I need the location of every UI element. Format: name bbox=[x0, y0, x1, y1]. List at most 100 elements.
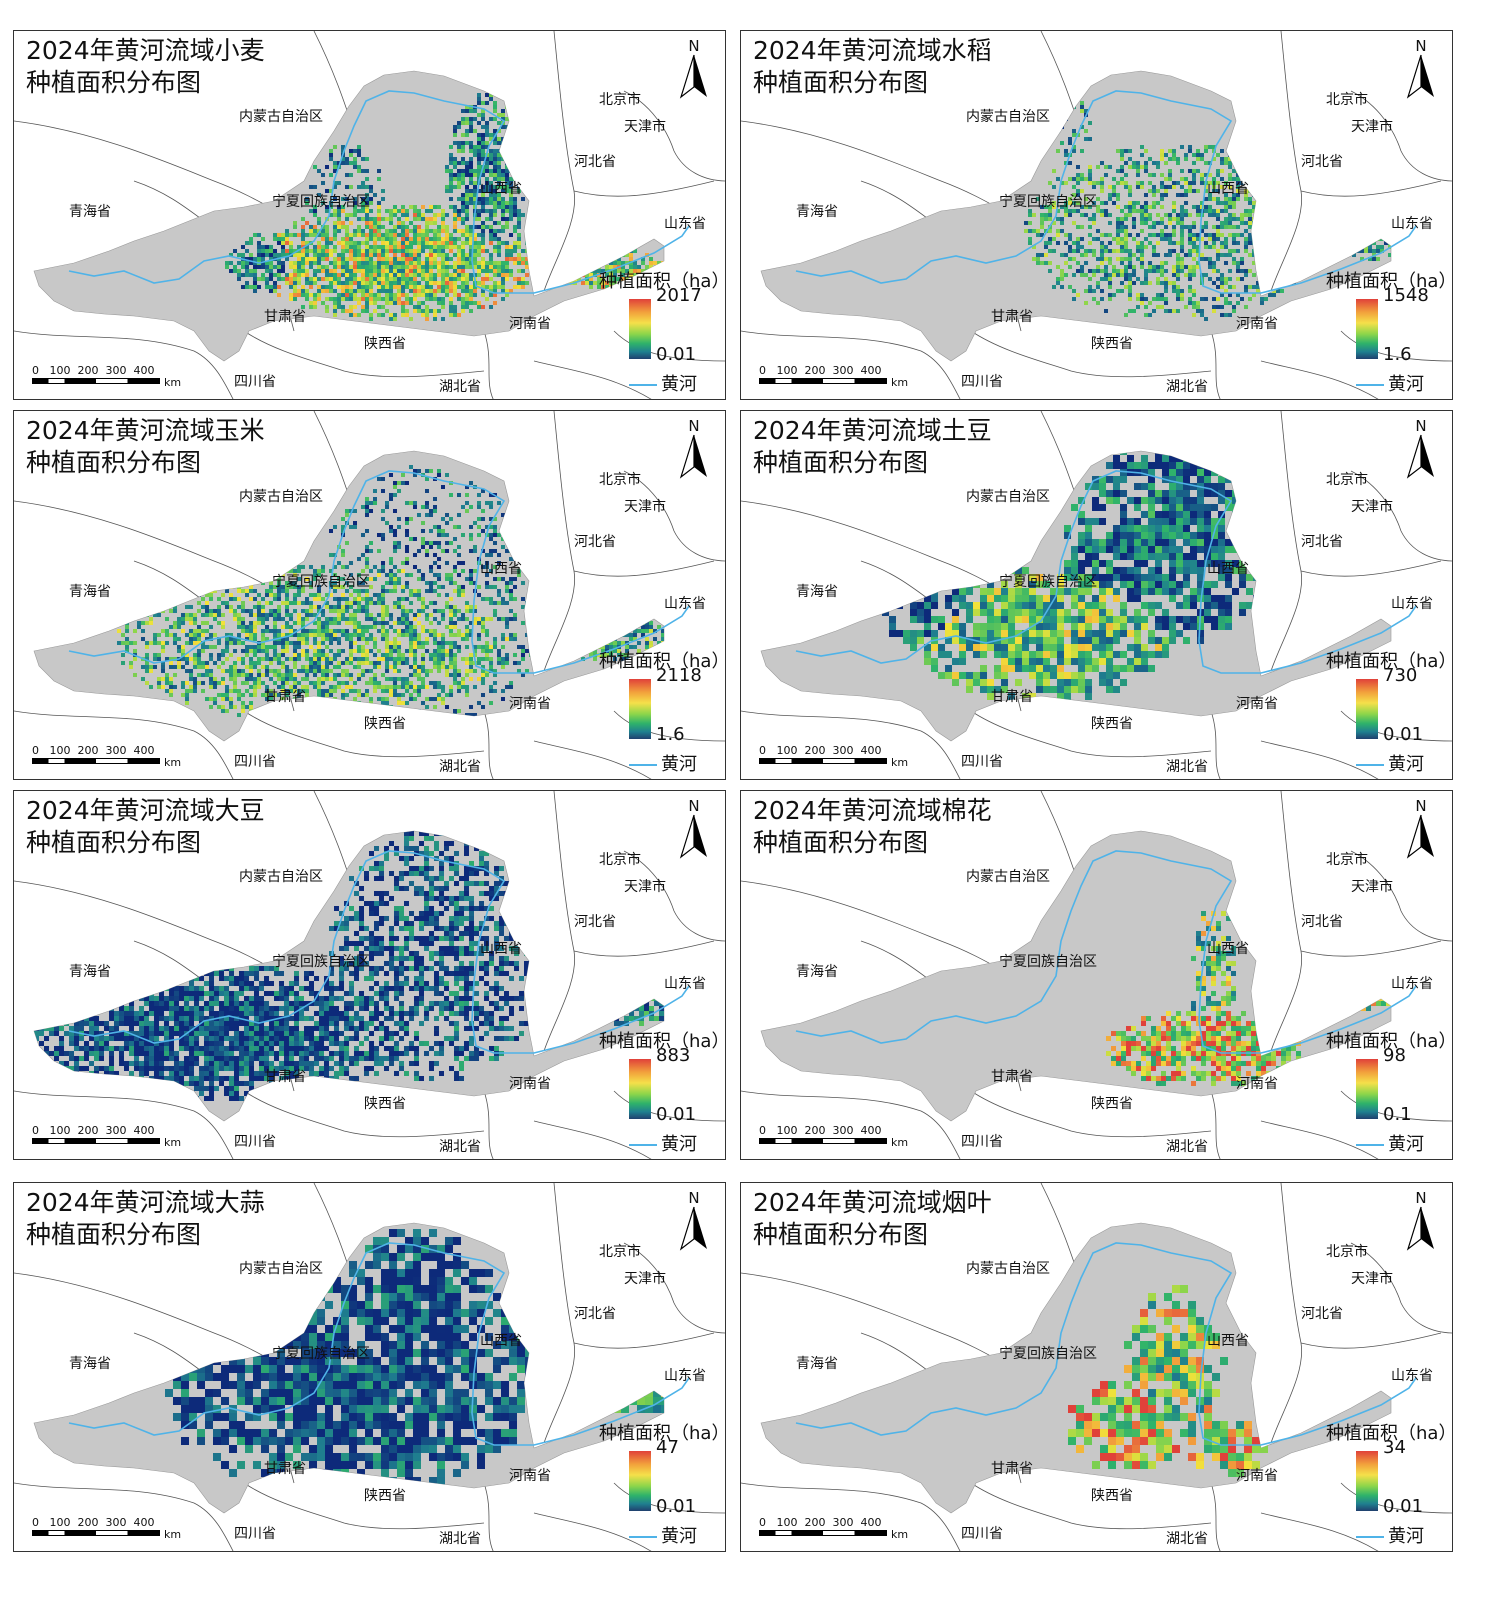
province-label-hubei: 湖北省 bbox=[1166, 1531, 1208, 1547]
province-label-hubei: 湖北省 bbox=[439, 759, 481, 775]
province-label-beijing: 北京市 bbox=[599, 92, 641, 108]
scale-ticks: 0 100 200 300 400 bbox=[32, 744, 155, 757]
legend-max-value: 730 bbox=[1383, 665, 1418, 686]
province-label-ningxia: 宁夏回族自治区 bbox=[272, 1346, 370, 1362]
province-label-inner-mongolia: 内蒙古自治区 bbox=[239, 1261, 323, 1277]
map-title: 2024年黄河流域小麦 种植面积分布图 bbox=[26, 35, 265, 99]
province-boundary bbox=[1260, 740, 1379, 779]
legend-river-label: 黄河 bbox=[1388, 754, 1424, 775]
yellow-river-line bbox=[795, 470, 1417, 674]
north-letter: N bbox=[688, 1189, 700, 1207]
province-label-sichuan: 四川省 bbox=[234, 374, 276, 390]
river-line-icon bbox=[629, 764, 657, 766]
map-title-line1: 2024年黄河流域大蒜 bbox=[26, 1188, 265, 1217]
province-label-gansu: 甘肃省 bbox=[264, 1069, 306, 1085]
map-title-line1: 2024年黄河流域小麦 bbox=[26, 36, 265, 65]
legend-min-value: 0.01 bbox=[656, 1496, 697, 1517]
province-boundary bbox=[533, 360, 652, 399]
legend-color-ramp bbox=[1356, 1451, 1378, 1511]
province-boundary bbox=[613, 330, 725, 362]
province-label-gansu: 甘肃省 bbox=[991, 689, 1033, 705]
river-line-icon bbox=[1356, 384, 1384, 386]
map-title: 2024年黄河流域大蒜 种植面积分布图 bbox=[26, 1187, 265, 1251]
legend-river-entry: 黄河 bbox=[629, 370, 697, 396]
province-label-hebei: 河北省 bbox=[574, 534, 616, 550]
province-boundary bbox=[970, 330, 1212, 378]
legend-river-label: 黄河 bbox=[661, 1526, 697, 1547]
river-line-icon bbox=[629, 1536, 657, 1538]
scale-bar: 0 100 200 300 400 km bbox=[32, 744, 192, 769]
province-boundary bbox=[133, 940, 205, 982]
province-boundary bbox=[533, 1512, 652, 1551]
legend-max-value: 883 bbox=[656, 1045, 691, 1066]
legend-color-ramp bbox=[1356, 299, 1378, 359]
north-arrow-icon: N bbox=[677, 37, 711, 101]
map-panel-soybean: 2024年黄河流域大豆 种植面积分布图 内蒙古自治区 北京市 天津市 河北省 山西省 宁夏回族… bbox=[13, 790, 726, 1160]
map-title-line1: 2024年黄河流域水稻 bbox=[753, 36, 992, 65]
province-label-ningxia: 宁夏回族自治区 bbox=[999, 1346, 1097, 1362]
province-boundary bbox=[14, 1090, 234, 1159]
legend-river-entry: 黄河 bbox=[1356, 1522, 1424, 1548]
province-label-ningxia: 宁夏回族自治区 bbox=[999, 574, 1097, 590]
legend-river-entry: 黄河 bbox=[629, 1130, 697, 1156]
province-label-shandong: 山东省 bbox=[1391, 216, 1433, 232]
river-line-icon bbox=[1356, 1144, 1384, 1146]
province-label-hubei: 湖北省 bbox=[1166, 1139, 1208, 1155]
province-boundary bbox=[1270, 31, 1303, 292]
province-boundary bbox=[1270, 1183, 1303, 1444]
legend-min-value: 0.01 bbox=[656, 344, 697, 365]
province-boundary bbox=[860, 940, 932, 982]
scale-bar: 0 100 200 300 400 km bbox=[759, 1124, 919, 1149]
province-boundary bbox=[543, 791, 576, 1052]
legend-river-entry: 黄河 bbox=[1356, 370, 1424, 396]
map-canvas bbox=[14, 1183, 725, 1551]
north-letter: N bbox=[1415, 417, 1427, 435]
legend-river-label: 黄河 bbox=[1388, 1134, 1424, 1155]
legend-max-value: 2118 bbox=[656, 665, 702, 686]
province-boundary bbox=[1350, 90, 1452, 182]
province-label-qinghai: 青海省 bbox=[796, 1356, 838, 1372]
north-letter: N bbox=[688, 797, 700, 815]
province-label-shaanxi: 陕西省 bbox=[364, 1096, 406, 1112]
province-label-sichuan: 四川省 bbox=[961, 1134, 1003, 1150]
scale-bar: 0 100 200 300 400 km bbox=[759, 1516, 919, 1541]
province-label-hebei: 河北省 bbox=[574, 914, 616, 930]
province-label-henan: 河南省 bbox=[1236, 1468, 1278, 1484]
north-arrow-icon: N bbox=[677, 797, 711, 861]
province-label-gansu: 甘肃省 bbox=[264, 309, 306, 325]
north-arrow-icon: N bbox=[1404, 797, 1438, 861]
scale-ticks: 0 100 200 300 400 bbox=[32, 1516, 155, 1529]
province-boundary bbox=[133, 1332, 205, 1374]
province-label-sichuan: 四川省 bbox=[961, 374, 1003, 390]
map-canvas bbox=[741, 791, 1452, 1159]
province-boundary bbox=[543, 1183, 576, 1444]
province-label-inner-mongolia: 内蒙古自治区 bbox=[966, 109, 1050, 125]
map-title-line2: 种植面积分布图 bbox=[26, 1220, 202, 1249]
province-label-tianjin: 天津市 bbox=[1351, 1271, 1393, 1287]
province-label-ningxia: 宁夏回族自治区 bbox=[999, 954, 1097, 970]
legend-color-ramp bbox=[629, 299, 651, 359]
province-boundary bbox=[1300, 1332, 1442, 1349]
province-boundary bbox=[1340, 330, 1452, 362]
map-canvas bbox=[741, 1183, 1452, 1551]
legend-min-value: 1.6 bbox=[656, 724, 685, 745]
province-label-sichuan: 四川省 bbox=[234, 754, 276, 770]
province-boundary bbox=[573, 940, 715, 957]
province-label-shanxi: 山西省 bbox=[480, 181, 522, 197]
north-letter: N bbox=[688, 417, 700, 435]
province-boundary bbox=[741, 710, 961, 779]
province-label-sichuan: 四川省 bbox=[961, 754, 1003, 770]
legend-min-value: 0.01 bbox=[1383, 1496, 1424, 1517]
map-title: 2024年黄河流域烟叶 种植面积分布图 bbox=[753, 1187, 992, 1251]
province-label-shanxi: 山西省 bbox=[1207, 181, 1249, 197]
map-canvas bbox=[14, 791, 725, 1159]
map-title: 2024年黄河流域土豆 种植面积分布图 bbox=[753, 415, 992, 479]
province-label-gansu: 甘肃省 bbox=[991, 1461, 1033, 1477]
province-boundary bbox=[543, 411, 576, 672]
province-label-shandong: 山东省 bbox=[664, 596, 706, 612]
province-label-tianjin: 天津市 bbox=[624, 1271, 666, 1287]
legend-color-ramp bbox=[629, 1059, 651, 1119]
province-label-henan: 河南省 bbox=[509, 316, 551, 332]
legend-title: 种植面积（ha） bbox=[599, 1031, 726, 1052]
province-label-beijing: 北京市 bbox=[599, 1244, 641, 1260]
